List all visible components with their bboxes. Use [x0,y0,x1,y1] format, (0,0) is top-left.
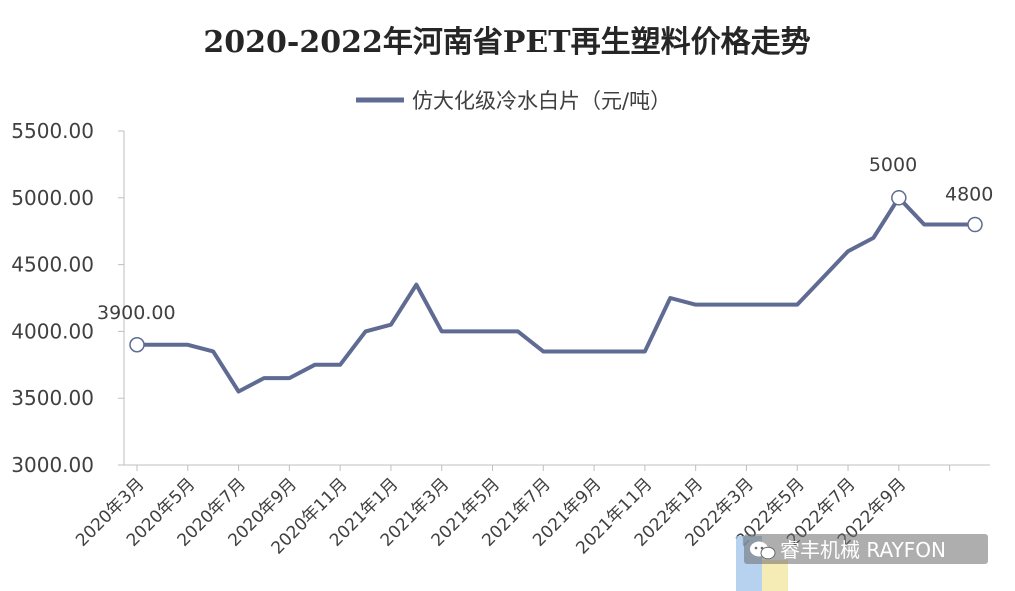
watermark-backdrop [744,534,988,564]
y-tick-label: 4500.00 [11,253,94,277]
watermark-text: 睿丰机械 RAYFON [780,538,946,562]
y-tick-label: 5000.00 [11,186,94,210]
watermark-block-yellow [762,560,788,591]
legend-label: 仿大化级冷水白片（元/吨） [412,89,671,113]
y-tick-label: 3500.00 [11,386,94,410]
watermark: 睿丰机械 RAYFON [736,534,988,591]
data-label: 5000 [869,154,917,176]
data-point-marker [891,190,907,206]
y-axis: 3000.00 3500.00 4000.00 4500.00 5000.00 5500.… [11,119,125,477]
data-label: 4800 [945,184,993,206]
wechat-icon [750,541,776,560]
data-labels: 3900.00 5000 4800 [97,154,993,353]
chart-title: 2020-2022年河南省PET再生塑料价格走势 [203,25,810,60]
y-tick-label: 4000.00 [11,319,94,343]
series-line [135,195,977,394]
y-tick-label: 3000.00 [11,453,94,477]
data-point-marker [129,337,145,353]
data-point-marker [967,216,983,233]
data-label: 3900.00 [97,302,176,324]
series-group [135,195,977,394]
legend: 仿大化级冷水白片（元/吨） [356,89,671,113]
y-tick-label: 5500.00 [11,119,94,143]
